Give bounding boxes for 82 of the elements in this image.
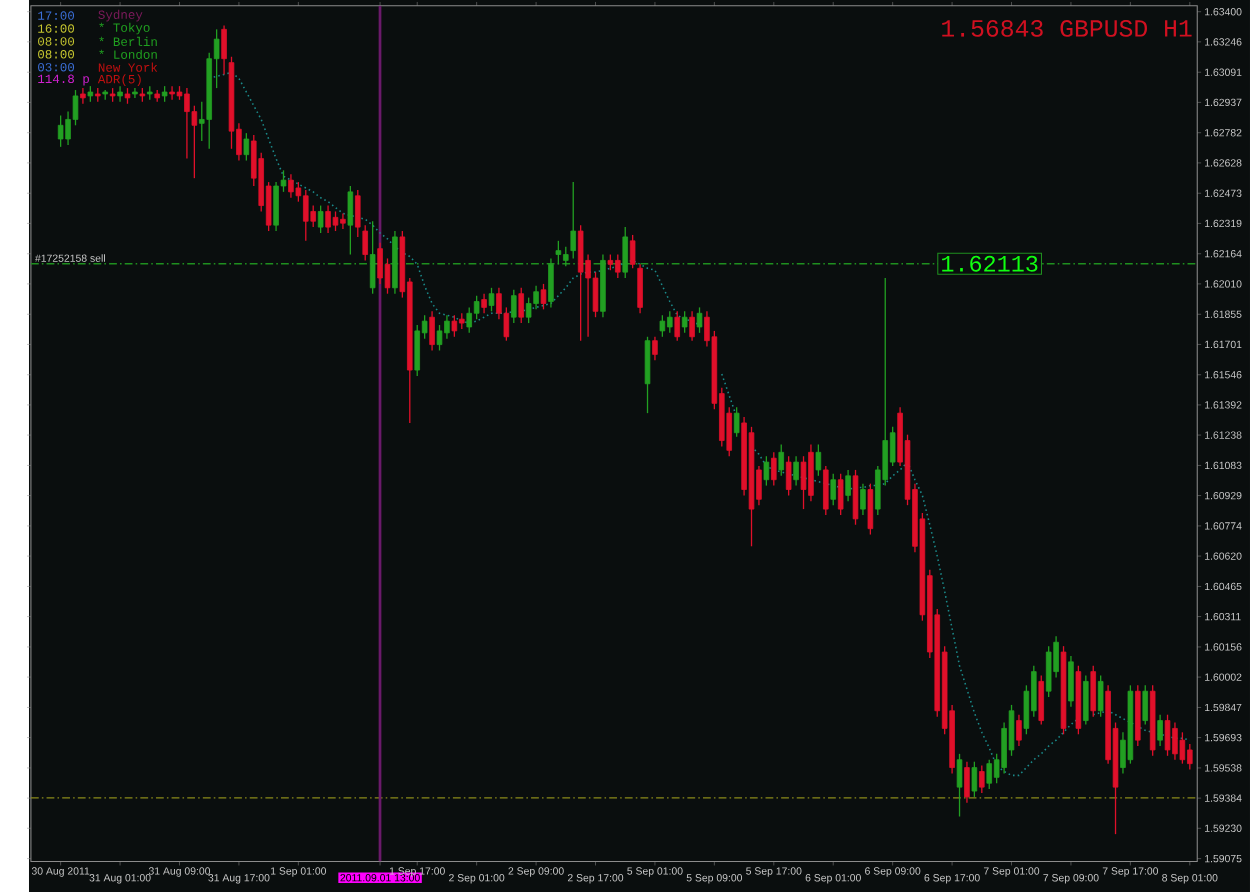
candlestick xyxy=(369,220,376,294)
candlestick xyxy=(184,87,190,159)
candlestick xyxy=(444,314,450,339)
candlestick xyxy=(570,181,576,259)
candlestick xyxy=(473,294,480,320)
candlestick xyxy=(956,752,963,817)
chart-title: 1.56843 GBPUSD H1 xyxy=(942,19,1192,37)
candlestick xyxy=(681,310,688,334)
candlestick xyxy=(615,253,621,279)
candlestick xyxy=(288,173,294,198)
candlestick xyxy=(466,306,472,334)
candlestick xyxy=(860,482,866,516)
candlestick xyxy=(837,472,844,516)
candlestick xyxy=(1090,664,1097,717)
candlestick xyxy=(555,239,562,265)
candlestick xyxy=(1172,721,1178,760)
candlestick xyxy=(273,181,279,232)
candlestick xyxy=(325,204,331,234)
candlestick xyxy=(563,245,569,267)
ref-line-label: 1.62113 xyxy=(942,255,1038,272)
candlestick xyxy=(830,472,836,506)
candlestick xyxy=(511,288,517,324)
candlestick xyxy=(823,464,829,516)
candlestick xyxy=(674,310,680,341)
candlestick xyxy=(644,335,651,414)
candlestick xyxy=(808,443,814,502)
candlestick xyxy=(488,286,495,312)
candlestick xyxy=(243,132,250,161)
candlestick xyxy=(652,335,658,361)
candlestick xyxy=(414,323,420,377)
candlestick xyxy=(518,286,524,324)
candlestick xyxy=(971,760,978,798)
candlestick xyxy=(80,87,86,104)
candlestick xyxy=(132,87,138,99)
candlestick xyxy=(979,764,985,794)
candlestick xyxy=(317,204,324,234)
candlestick xyxy=(533,284,539,310)
candlestick xyxy=(362,224,368,261)
candlestick xyxy=(117,85,123,103)
candlestick xyxy=(577,224,584,341)
candlestick xyxy=(785,455,792,496)
candlestick xyxy=(1068,654,1074,708)
candlestick xyxy=(763,455,770,486)
candlestick xyxy=(667,310,673,334)
candlestick xyxy=(436,323,443,351)
candlestick xyxy=(451,314,458,338)
candlestick xyxy=(659,314,666,338)
candlestick xyxy=(1164,713,1171,757)
candlestick xyxy=(1038,674,1044,725)
candlestick xyxy=(689,310,695,341)
candlestick xyxy=(800,455,807,510)
candlestick xyxy=(793,455,799,486)
candlestick xyxy=(622,226,628,279)
candlestick xyxy=(540,282,547,310)
candlestick xyxy=(347,184,354,255)
candlestick xyxy=(429,310,435,351)
candlestick xyxy=(303,188,309,242)
candlestick xyxy=(778,443,784,477)
candlestick xyxy=(377,241,383,285)
candlestick xyxy=(57,114,64,148)
candlestick xyxy=(1142,684,1149,725)
candlestick xyxy=(548,257,554,308)
candlestick xyxy=(340,212,346,230)
candlestick xyxy=(1187,743,1193,770)
candlestick xyxy=(771,451,777,486)
candlestick xyxy=(815,443,822,477)
candlestick xyxy=(1097,674,1104,717)
candlestick xyxy=(481,292,487,314)
candlestick xyxy=(332,210,339,232)
candlestick xyxy=(1083,674,1089,725)
candlestick xyxy=(964,760,970,804)
candlestick xyxy=(169,85,175,101)
candlestick xyxy=(845,468,851,502)
candlestick xyxy=(986,758,993,790)
candlestick xyxy=(852,468,859,525)
candlestick xyxy=(1179,731,1186,764)
candlestick xyxy=(355,188,361,238)
candlestick xyxy=(733,406,740,437)
candlestick xyxy=(1157,713,1163,747)
candlestick xyxy=(696,306,703,334)
candlestick xyxy=(1016,713,1022,747)
candlestick xyxy=(867,482,874,535)
